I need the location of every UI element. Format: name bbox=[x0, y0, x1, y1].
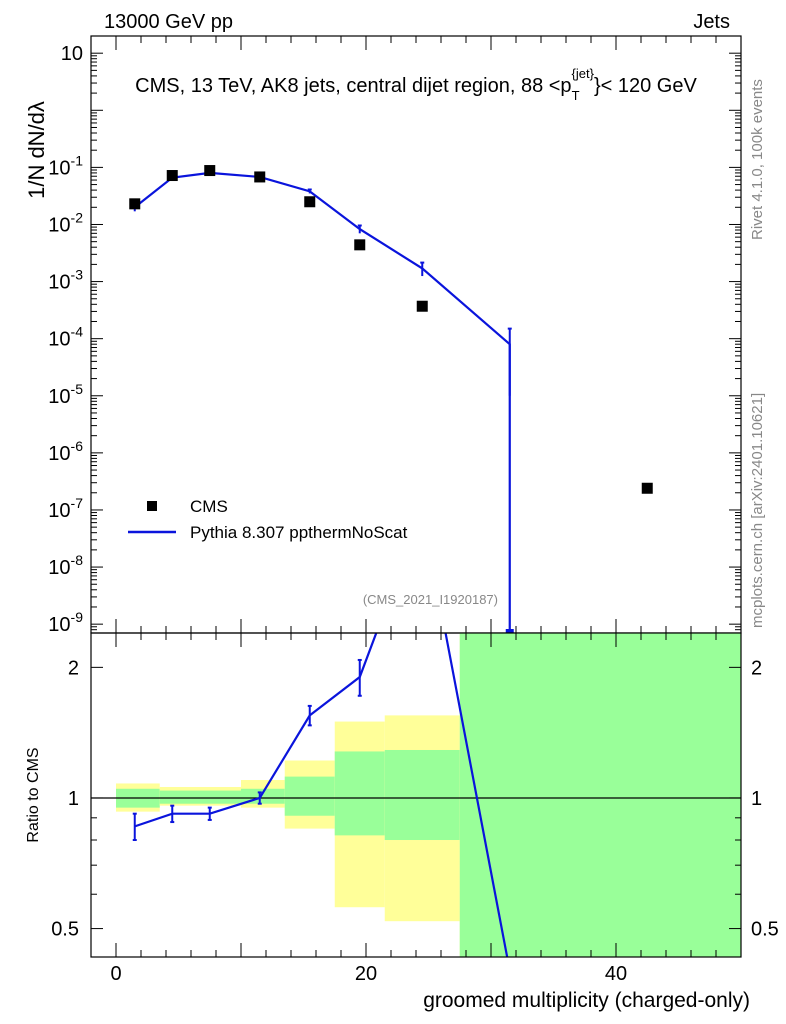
ratio-ytick-label-left-2: 2 bbox=[68, 657, 79, 679]
ratio-bands bbox=[116, 633, 741, 957]
legend-data-label: CMS bbox=[190, 497, 228, 516]
mcplots-side-label: mcplots.cern.ch [arXiv:2401.10621] bbox=[749, 393, 766, 628]
cms-data-point-3 bbox=[254, 171, 266, 183]
ratio-y-ticks bbox=[91, 666, 741, 930]
cms-data-point-5 bbox=[354, 239, 366, 251]
band-inner-5 bbox=[384, 749, 460, 841]
main-y-label: 1/N dN/dλ bbox=[24, 101, 49, 199]
cms-data-point-1 bbox=[166, 170, 178, 182]
main-ytick-label-7: 10-2 bbox=[48, 209, 83, 236]
title-sub: T bbox=[572, 88, 580, 103]
main-mc-line bbox=[134, 171, 511, 633]
analysis-id: (CMS_2021_I1920187) bbox=[363, 592, 498, 607]
ratio-mc-group bbox=[132, 633, 509, 957]
cms-data-point-2 bbox=[204, 165, 216, 177]
ratio-ytick-label-left-1: 1 bbox=[68, 788, 79, 810]
legend: CMS Pythia 8.307 ppthermNoScat bbox=[128, 497, 408, 542]
main-ytick-label-4: 10-5 bbox=[48, 381, 83, 408]
ratio-ytick-label-right-1: 1 bbox=[751, 788, 762, 810]
cms-data-point-6 bbox=[416, 300, 428, 312]
main-panel: 10-9 10-8 10-7 10-6 10-5 10-4 10-3 10-2 10-1 10 bbox=[48, 35, 742, 636]
main-ytick-label-2: 10-7 bbox=[48, 495, 83, 522]
legend-data-marker bbox=[147, 501, 157, 511]
cms-data-point-4 bbox=[304, 196, 316, 208]
main-ytick-label-8: 10-1 bbox=[48, 152, 83, 179]
main-y-ticks bbox=[91, 35, 741, 634]
cms-data-point-7 bbox=[641, 482, 653, 494]
category-label: Jets bbox=[693, 11, 730, 33]
main-ytick-label-0: 10-9 bbox=[48, 609, 83, 636]
plot-title: CMS, 13 TeV, AK8 jets, central dijet reg… bbox=[135, 66, 697, 103]
x-axis: 0 20 40 bbox=[110, 36, 742, 985]
main-ytick-label-1: 10-8 bbox=[48, 552, 83, 579]
rivet-side-label: Rivet 4.1.0, 100k events bbox=[749, 79, 766, 240]
main-ytick-label-5: 10-4 bbox=[48, 324, 83, 351]
ratio-mc-line bbox=[134, 633, 509, 957]
x-axis-label: groomed multiplicity (charged-only) bbox=[423, 989, 750, 1012]
main-ytick-label-9: 10 bbox=[61, 43, 83, 65]
xtick-label-2: 40 bbox=[605, 963, 627, 985]
legend-mc-label: Pythia 8.307 ppthermNoScat bbox=[190, 523, 408, 542]
title-suffix: }< 120 GeV bbox=[594, 75, 698, 97]
rivet-side-text: Rivet 4.1.0, 100k events bbox=[749, 79, 766, 240]
main-ytick-label-6: 10-3 bbox=[48, 267, 83, 294]
ratio-panel: 0.5 0.5 1 1 2 2 bbox=[51, 632, 779, 958]
main-mc-bottom-marker bbox=[505, 629, 514, 633]
main-ytick-label-3: 10-6 bbox=[48, 438, 83, 465]
ratio-y-label-text: Ratio to CMS bbox=[25, 747, 42, 842]
xtick-label-1: 20 bbox=[355, 963, 377, 985]
xtick-label-0: 0 bbox=[110, 963, 121, 985]
band-inner-1 bbox=[159, 790, 241, 804]
band-inner-4 bbox=[334, 751, 385, 836]
cms-data-point-0 bbox=[129, 198, 141, 210]
title-prefix: CMS, 13 TeV, AK8 jets, central dijet reg… bbox=[135, 75, 571, 97]
energy-label: 13000 GeV pp bbox=[104, 11, 233, 33]
main-plot-area bbox=[132, 170, 512, 633]
ratio-ytick-label-right-0: 0.5 bbox=[751, 919, 779, 941]
band-inner-3 bbox=[284, 776, 335, 816]
main-y-label-text: 1/N dN/dλ bbox=[24, 101, 49, 199]
main-frame bbox=[90, 35, 742, 634]
band-inner-6 bbox=[459, 633, 741, 957]
ratio-y-label: Ratio to CMS bbox=[25, 747, 42, 842]
title-sup: {jet} bbox=[572, 66, 595, 81]
ratio-ytick-label-left-0: 0.5 bbox=[51, 919, 79, 941]
ratio-ytick-label-right-2: 2 bbox=[751, 657, 762, 679]
mcplots-side-text: mcplots.cern.ch [arXiv:2401.10621] bbox=[749, 393, 766, 628]
